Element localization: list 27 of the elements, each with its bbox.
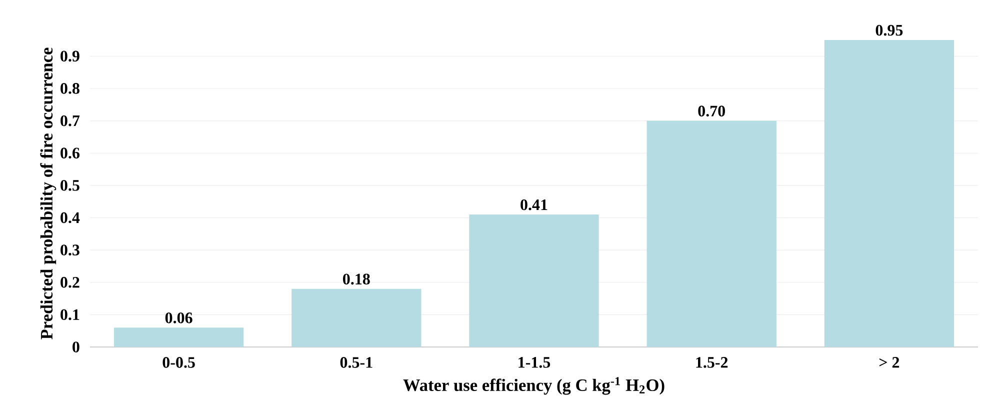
y-tick-label: 0 <box>72 342 80 352</box>
x-tick-label: 0.5-1 <box>340 357 372 368</box>
bar <box>646 120 776 348</box>
y-tick-label: 0.5 <box>60 180 80 191</box>
x-axis-title: Water use efficiency (g C kg$^{-1}$ H$_{2}$O) <box>403 377 664 395</box>
data-label: 0.70 <box>698 106 725 117</box>
bar <box>469 214 599 348</box>
bar <box>114 328 244 348</box>
data-label: 0.18 <box>343 274 370 285</box>
y-tick-label: 0.6 <box>60 148 80 159</box>
y-tick-label: 0.4 <box>60 212 80 224</box>
x-tick-label: 1-1.5 <box>518 357 550 368</box>
y-tick-label: 0.3 <box>60 244 80 256</box>
data-label: 0.95 <box>876 24 903 36</box>
y-tick-label: 0.7 <box>60 115 80 126</box>
y-tick-label: 0.2 <box>60 276 80 288</box>
data-label: 0.06 <box>165 312 192 324</box>
bar <box>824 40 954 348</box>
y-tick-label: 0.1 <box>60 309 80 320</box>
y-tick-label: 0.8 <box>60 83 80 94</box>
x-tick-label: 0-0.5 <box>162 357 195 368</box>
y-tick-label: 0.9 <box>60 50 80 62</box>
y-axis-title: Predicted probability of fire occurrence <box>40 48 56 340</box>
x-tick-label: > 2 <box>879 357 900 368</box>
bar <box>292 288 422 348</box>
x-tick-label: 1.5-2 <box>696 357 728 368</box>
data-label: 0.41 <box>520 199 548 210</box>
